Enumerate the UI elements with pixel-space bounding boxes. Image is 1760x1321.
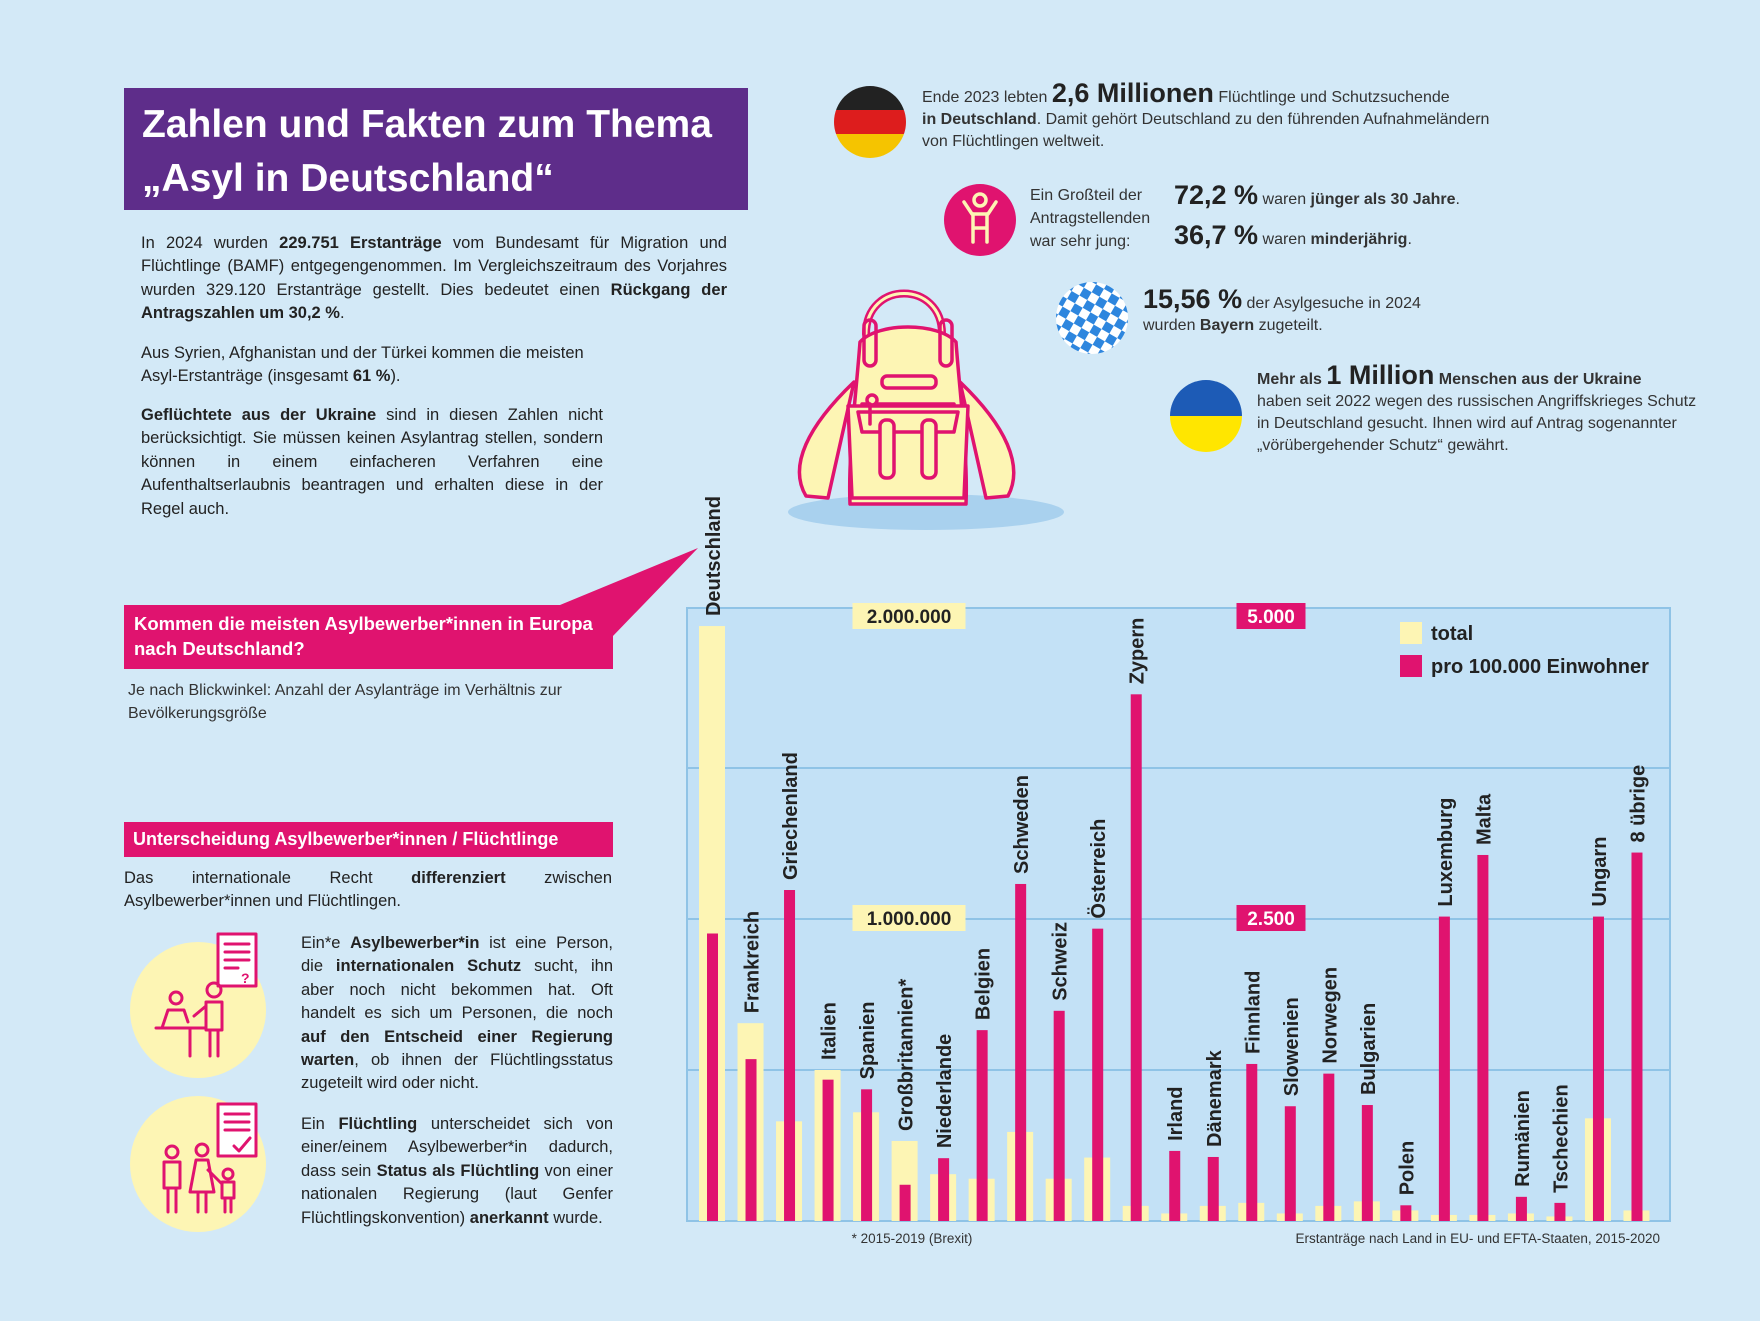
category-label: Belgien xyxy=(973,948,995,1020)
legend-swatch xyxy=(1400,655,1422,677)
intro-paragraph-3: Geflüchtete aus der Ukraine sind in dies… xyxy=(141,406,603,518)
category-label: Italien xyxy=(819,1002,841,1060)
category-label: Malta xyxy=(1473,793,1495,845)
bar-per-100k xyxy=(707,933,718,1221)
page-title: Zahlen und Fakten zum Thema „Asyl in Deu… xyxy=(124,88,748,210)
fact-young-1: 72,2 % waren jünger als 30 Jahre. xyxy=(1174,180,1460,210)
category-label: Ungarn xyxy=(1589,837,1611,907)
question-title: Kommen die meisten Asylbewerber*innen in… xyxy=(134,613,593,659)
distinction-box: Unterscheidung Asylbewerber*innen / Flüc… xyxy=(124,822,613,857)
chart-plot-area xyxy=(686,607,1671,1222)
category-label: Zypern xyxy=(1127,618,1149,685)
category-label: Spanien xyxy=(857,1002,879,1080)
bar-per-100k xyxy=(1554,1202,1566,1221)
category-label: Slowenien xyxy=(1281,997,1303,1096)
category-label: Niederlande xyxy=(934,1034,956,1148)
category-label: Schweden xyxy=(1011,775,1033,874)
category-label: Finnland xyxy=(1242,971,1264,1054)
bar-per-100k xyxy=(1592,916,1604,1221)
intro-paragraph-2: Aus Syrien, Afghanistan und der Türkei k… xyxy=(141,344,584,386)
asylum-seeker-text: Ein*e Asylbewerber*in ist eine Person, d… xyxy=(301,934,614,1093)
bar-per-100k xyxy=(938,1158,950,1221)
fact-young-2: 36,7 % waren minderjährig. xyxy=(1174,220,1412,250)
bar-per-100k xyxy=(1015,883,1027,1221)
question-subtitle: Je nach Blickwinkel: Anzahl der Asylantr… xyxy=(128,682,562,722)
child-icon xyxy=(944,184,1016,256)
fact-ukraine: Mehr als 1 Million Menschen aus der Ukra… xyxy=(1257,360,1697,455)
category-label: Griechenland xyxy=(780,752,802,880)
bar-per-100k xyxy=(1438,916,1450,1221)
category-label: Irland xyxy=(1165,1086,1187,1140)
category-label: Polen xyxy=(1396,1141,1418,1195)
intro-paragraph-1: In 2024 wurden 229.751 Erstanträge vom B… xyxy=(141,234,727,323)
category-label: Großbritannien* xyxy=(896,979,918,1131)
question-box: Kommen die meisten Asylbewerber*innen in… xyxy=(124,605,613,669)
bar-per-100k xyxy=(745,1059,757,1221)
legend-label: pro 100.000 Einwohner xyxy=(1431,656,1649,678)
asylum-seeker-icon: ? xyxy=(130,932,266,1078)
distinction-title: Unterscheidung Asylbewerber*innen / Flüc… xyxy=(133,829,559,849)
legend-swatch xyxy=(1400,622,1422,644)
chart-footnote: * 2015-2019 (Brexit) xyxy=(852,1231,973,1246)
refugee-family-icon xyxy=(130,1096,266,1232)
bar-per-100k xyxy=(1207,1156,1219,1221)
axis-tick-box xyxy=(1236,905,1306,931)
title-line-2: „Asyl in Deutschland“ xyxy=(142,157,554,200)
chart-title: Erstanträge nach Land in EU- und EFTA-St… xyxy=(1296,1231,1660,1246)
young-label: Ein Großteil der Antragstellenden war se… xyxy=(1030,187,1151,250)
category-label: Dänemark xyxy=(1204,1049,1226,1147)
fact-bavaria: 15,56 % der Asylgesuche in 2024 wurden B… xyxy=(1143,284,1421,335)
svg-text:?: ? xyxy=(241,970,250,986)
bar-per-100k xyxy=(1361,1105,1373,1221)
bar-per-100k xyxy=(822,1079,834,1221)
axis-tick-box xyxy=(852,905,966,931)
axis-tick-label: 2.500 xyxy=(1247,909,1295,930)
bar-per-100k xyxy=(1323,1073,1335,1221)
axis-tick-box xyxy=(852,603,966,629)
refugee-text: Ein Flüchtling unterscheidet sich von ei… xyxy=(301,1115,614,1227)
bar-per-100k xyxy=(1515,1196,1527,1221)
bar-per-100k xyxy=(1477,854,1489,1221)
bar-per-100k xyxy=(976,1030,988,1221)
fact-germany: Ende 2023 lebten 2,6 Millionen Flüchtlin… xyxy=(922,78,1490,151)
axis-tick-label: 1.000.000 xyxy=(867,909,952,930)
bar-per-100k xyxy=(1169,1150,1181,1221)
bar-per-100k xyxy=(1631,852,1643,1221)
bar-per-100k xyxy=(861,1089,873,1221)
bar-per-100k xyxy=(1053,1010,1065,1221)
bar-per-100k xyxy=(1284,1106,1296,1221)
bar-per-100k xyxy=(899,1184,911,1221)
axis-tick-label: 2.000.000 xyxy=(867,607,952,628)
category-label: Österreich xyxy=(1087,819,1110,919)
category-label: Norwegen xyxy=(1319,967,1341,1064)
category-label: Bulgarien xyxy=(1358,1003,1380,1095)
category-label: Schweiz xyxy=(1050,922,1072,1001)
backpack-illustration xyxy=(788,289,1064,530)
category-label: Luxemburg xyxy=(1435,798,1457,907)
axis-tick-box xyxy=(1236,603,1306,629)
bar-per-100k xyxy=(1246,1063,1258,1221)
bar-per-100k xyxy=(1400,1205,1412,1221)
bar-per-100k xyxy=(784,890,796,1221)
bavaria-flag-icon xyxy=(1056,282,1128,354)
legend-label: total xyxy=(1431,623,1473,645)
axis-tick-label: 5.000 xyxy=(1247,607,1295,628)
category-label: Tschechien xyxy=(1550,1084,1572,1193)
bar-per-100k xyxy=(1130,694,1142,1221)
category-label: Frankreich xyxy=(742,911,764,1013)
title-line-1: Zahlen und Fakten zum Thema xyxy=(142,103,712,146)
category-label: Deutschland xyxy=(703,496,725,616)
category-label: Rumänien xyxy=(1512,1090,1534,1187)
bar-per-100k xyxy=(1092,928,1104,1221)
category-label: 8 übrige xyxy=(1627,765,1649,843)
distinction-intro: Das internationale Recht differenziert z… xyxy=(124,869,612,911)
